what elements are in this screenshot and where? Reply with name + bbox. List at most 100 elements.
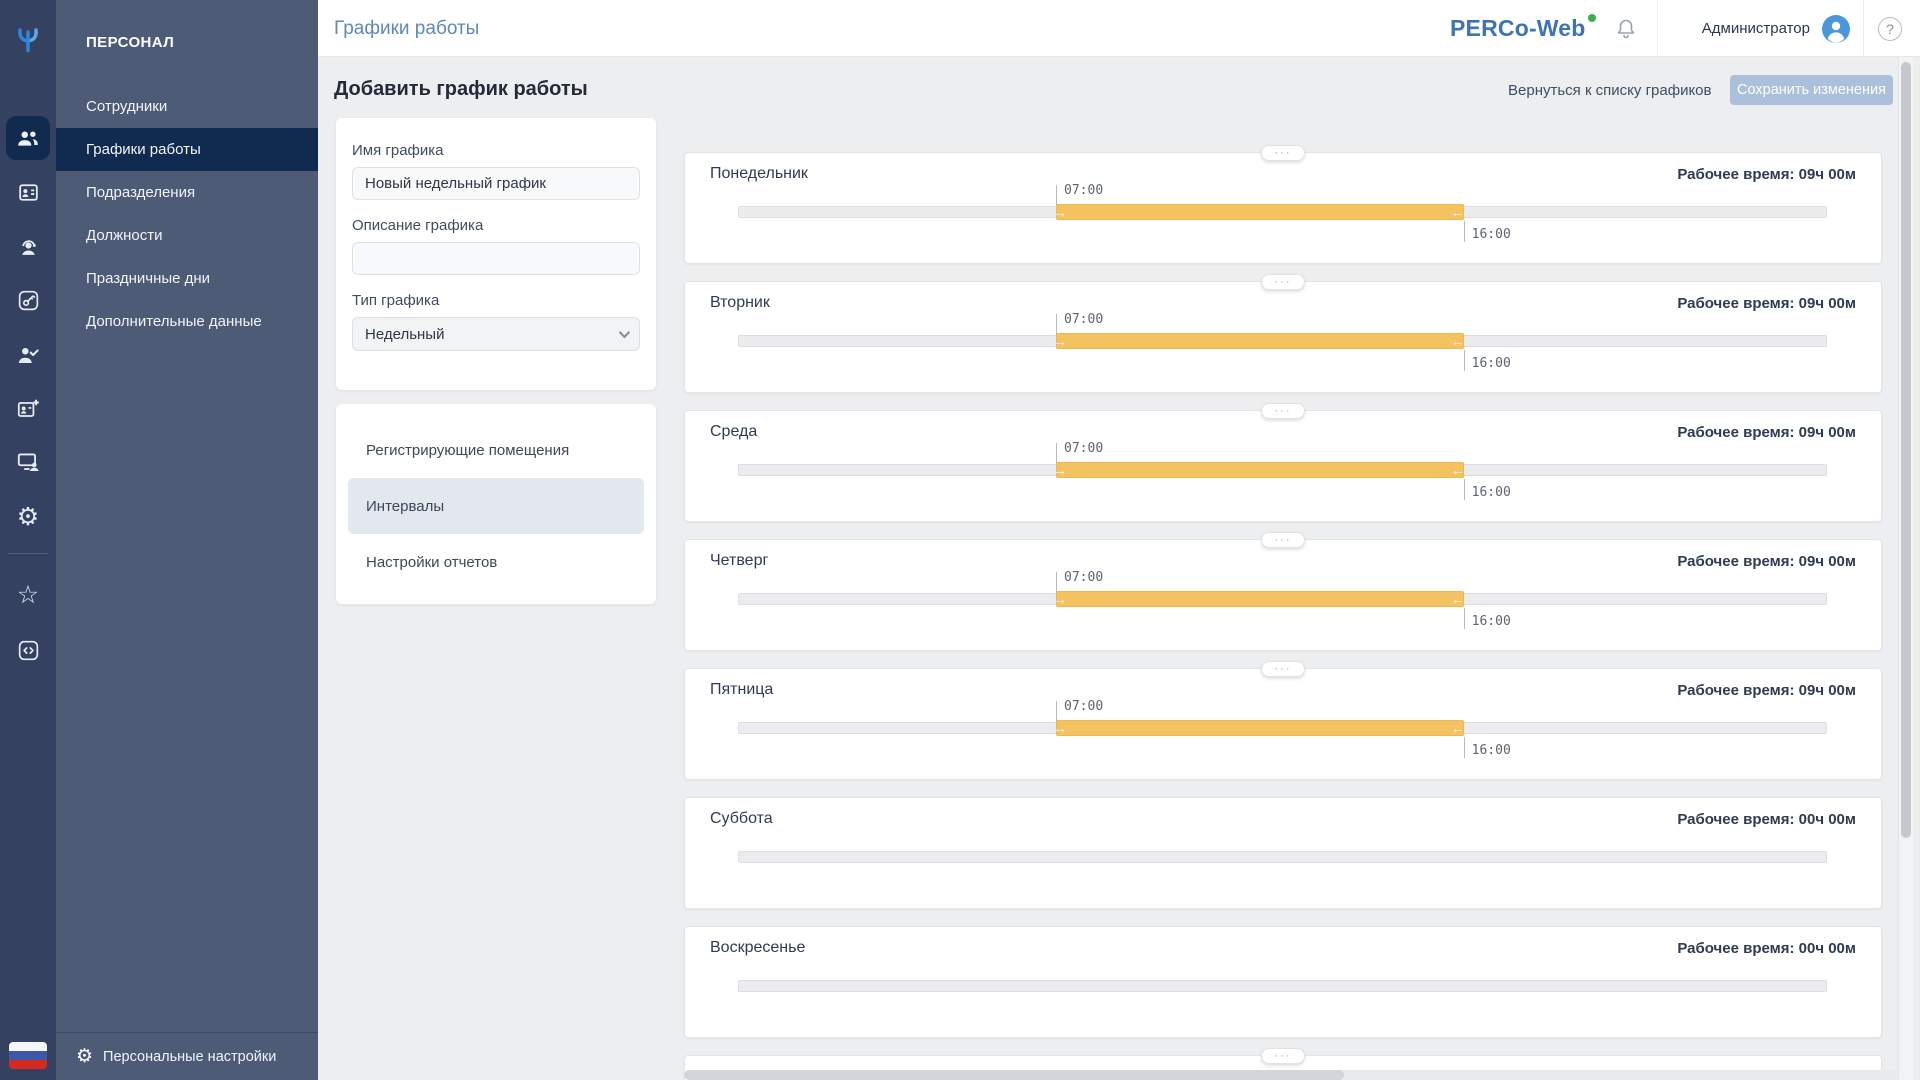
topbar-divider-2 [1863,0,1864,56]
schedule-name-input[interactable] [352,167,640,200]
sidebar-item-3[interactable]: Должности [86,227,163,244]
day-name: Суббота [710,810,773,827]
day-name: Четверг [710,552,769,569]
personal-settings[interactable]: ⚙ Персональные настройки [56,1033,318,1080]
day-name: Вторник [710,294,770,311]
work-time-label: Рабочее время: 09ч 00м [1677,553,1856,570]
day-card-2: Среда Рабочее время: 09ч 00м ··· → ← 07:00 16:… [684,403,1882,522]
vertical-scrollbar[interactable] [1898,57,1913,1080]
interval-menu-button[interactable]: ··· [1261,532,1305,548]
work-interval[interactable]: → ← [1053,333,1465,349]
interval-menu-button[interactable]: ··· [1261,403,1305,419]
schedule-type-select[interactable]: Недельный [352,317,640,351]
day-name: Понедельник [710,165,808,182]
interval-end-handle[interactable]: ← [1450,462,1465,478]
interval-menu-button[interactable]: ··· [1261,145,1305,161]
work-time-label: Рабочее время: 00ч 00м [1677,940,1856,957]
people-icon[interactable] [0,116,56,160]
timeline-track[interactable]: → ← 07:00 16:00 [738,441,1827,500]
key-icon[interactable] [0,278,56,322]
horizontal-scrollbar[interactable] [684,1070,1898,1080]
interval-start-handle[interactable]: → [1053,204,1068,220]
work-interval[interactable]: → ← [1053,462,1465,478]
horizontal-scrollbar-thumb[interactable] [684,1070,1344,1080]
day-card-4: Пятница Рабочее время: 09ч 00м ··· → ← 07:00 1… [684,661,1882,780]
timeline-track[interactable]: → ← 07:00 16:00 [738,699,1827,758]
section-nav-item-1[interactable]: Интервалы [348,478,644,534]
language-flag-russia[interactable] [9,1042,47,1069]
day-card-1: Вторник Рабочее время: 09ч 00м ··· → ← 07:00 1… [684,274,1882,393]
interval-start-time: 07:00 [1064,570,1104,585]
day-name: Пятница [710,681,774,698]
monitor-user-icon[interactable] [0,440,56,484]
interval-menu-button[interactable]: ··· [1261,274,1305,290]
schedule-type-label: Тип графика [352,292,440,309]
interval-start-handle[interactable]: → [1053,720,1068,736]
timeline-track[interactable] [738,851,1827,863]
day-name: Среда [710,423,758,440]
timeline-track[interactable]: → ← 07:00 16:00 [738,183,1827,242]
help-icon[interactable]: ? [1878,17,1902,41]
work-time-label: Рабочее время: 09ч 00м [1677,424,1856,441]
interval-menu-button[interactable]: ··· [1261,661,1305,677]
interval-start-handle[interactable]: → [1053,591,1068,607]
notifications-bell-icon[interactable] [1612,15,1640,43]
schedule-description-input[interactable] [352,242,640,275]
chevron-down-icon [618,326,631,339]
interval-start-handle[interactable]: → [1053,333,1068,349]
day-card-0: Понедельник Рабочее время: 09ч 00м ··· → ← 07… [684,145,1882,264]
brand-dot [1587,14,1596,22]
interval-menu-button[interactable]: ··· [1261,1048,1305,1064]
topbar: Графики работы PERCo-Web Администратор ? [318,0,1920,57]
save-changes-button[interactable]: Сохранить изменения [1730,75,1893,105]
interval-end-handle[interactable]: ← [1450,204,1465,220]
work-time-label: Рабочее время: 09ч 00м [1677,682,1856,699]
sidebar-item-4[interactable]: Праздничные дни [86,270,211,287]
interval-end-guide [1463,479,1465,500]
interval-start-guide [1056,701,1058,721]
work-interval[interactable]: → ← [1053,720,1465,736]
current-user-name[interactable]: Администратор [1701,20,1810,37]
personal-settings-label: Персональные настройки [103,1048,277,1065]
interval-end-guide [1463,608,1465,629]
sidebar-section-title: ПЕРСОНАЛ [86,34,175,51]
gear-icon[interactable]: ⚙ [16,502,40,531]
timeline-track[interactable]: → ← 07:00 16:00 [738,570,1827,629]
vertical-scrollbar-thumb[interactable] [1901,62,1911,838]
icon-rail: ⚙ ☆ [0,0,56,1080]
back-to-schedules-link[interactable]: Вернуться к списку графиков [1508,82,1712,99]
schedule-type-value: Недельный [365,325,445,343]
sidebar-item-0[interactable]: Сотрудники [86,98,168,115]
section-nav-item-0[interactable]: Регистрирующие помещения [366,441,570,459]
interval-start-time: 07:00 [1064,312,1104,327]
schedule-form-card: Имя графика Описание графика Тип графика… [336,118,656,390]
star-icon[interactable]: ☆ [16,580,40,609]
timeline-track[interactable] [738,980,1827,992]
sidebar-item-1[interactable]: Графики работы [56,128,318,171]
interval-start-time: 07:00 [1064,183,1104,198]
user-avatar[interactable] [1822,15,1850,43]
interval-end-guide [1463,350,1465,371]
timeline-track[interactable]: → ← 07:00 16:00 [738,312,1827,371]
code-icon[interactable] [0,628,56,672]
interval-end-time: 16:00 [1471,614,1511,629]
work-interval[interactable]: → ← [1053,204,1465,220]
interval-start-handle[interactable]: → [1053,462,1068,478]
person-headset-icon[interactable] [0,224,56,268]
id-badge-icon[interactable] [0,170,56,214]
interval-start-guide [1056,443,1058,463]
section-nav-item-2[interactable]: Настройки отчетов [366,553,498,571]
interval-start-time: 07:00 [1064,699,1104,714]
sidebar-item-5[interactable]: Дополнительные данные [86,313,262,330]
interval-end-handle[interactable]: ← [1450,333,1465,349]
person-check-icon[interactable] [0,333,56,377]
sidebar-item-2[interactable]: Подразделения [86,184,196,201]
interval-end-guide [1463,737,1465,758]
interval-end-handle[interactable]: ← [1450,591,1465,607]
work-time-label: Рабочее время: 00ч 00м [1677,811,1856,828]
interval-end-handle[interactable]: ← [1450,720,1465,736]
card-plus-icon[interactable] [0,387,56,431]
work-interval[interactable]: → ← [1053,591,1465,607]
interval-end-time: 16:00 [1471,485,1511,500]
